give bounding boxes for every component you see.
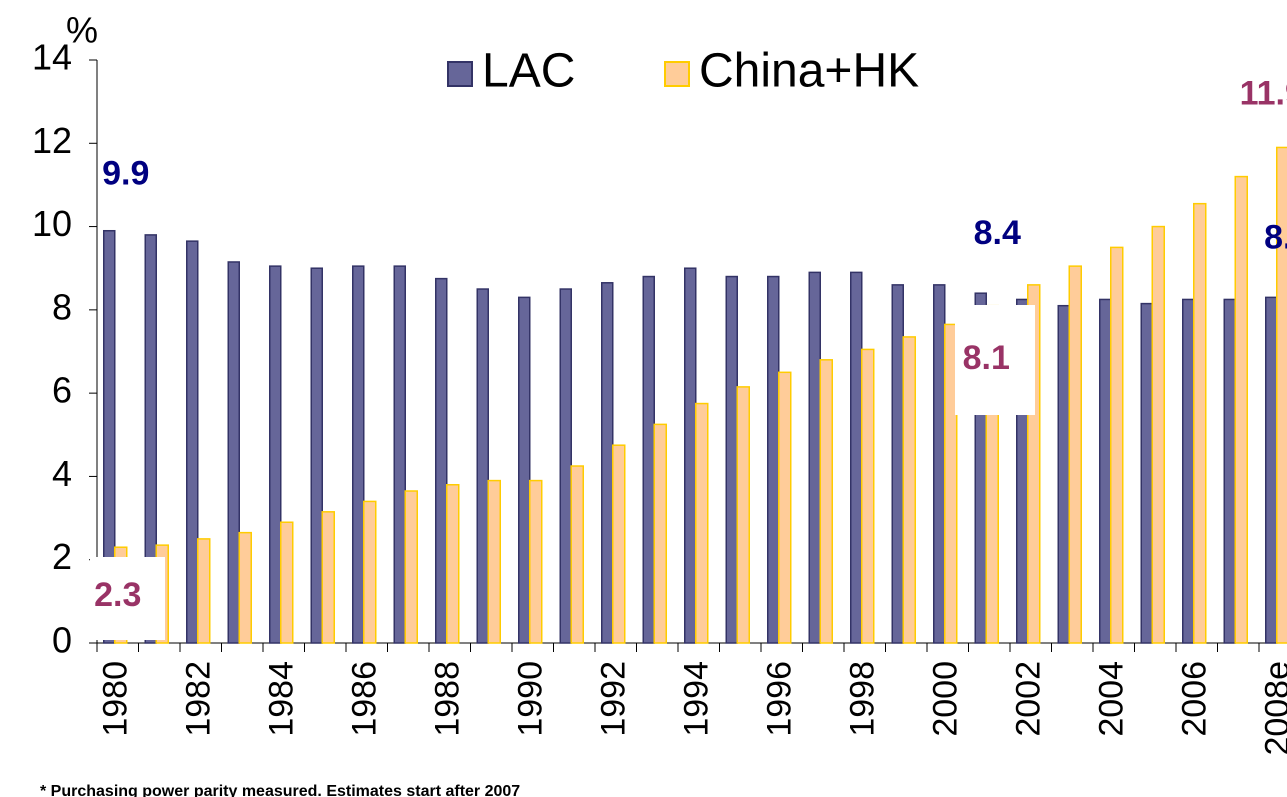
- bar: [404, 490, 418, 644]
- bar: [352, 265, 365, 644]
- bar: [819, 359, 833, 644]
- bar: [529, 479, 543, 644]
- bar: [476, 288, 489, 644]
- bar: [1182, 298, 1195, 644]
- bar: [1193, 202, 1207, 644]
- y-tick-label: 2: [52, 536, 72, 577]
- bar: [144, 234, 157, 644]
- bar: [850, 271, 863, 644]
- bar: [446, 484, 460, 644]
- x-tick-label: 2008e: [1259, 661, 1287, 756]
- bar: [1223, 298, 1236, 644]
- x-tick-label: 1984: [263, 661, 301, 737]
- bar: [684, 267, 697, 644]
- bar: [612, 444, 626, 644]
- bar: [861, 348, 875, 644]
- legend-swatch: [664, 61, 690, 87]
- bar: [1057, 304, 1070, 644]
- legend-label: LAC: [482, 45, 575, 98]
- bar: [1234, 175, 1248, 644]
- bar: [1276, 146, 1287, 644]
- bar: [487, 479, 501, 644]
- x-tick-label: 1994: [678, 661, 716, 737]
- bar: [1110, 246, 1124, 644]
- bar: [435, 277, 448, 644]
- bar: [1151, 225, 1165, 644]
- data-label: 11.9: [1240, 74, 1287, 112]
- x-tick-label: 1998: [844, 661, 882, 737]
- bar: [269, 265, 282, 644]
- y-tick-label: 0: [52, 620, 72, 661]
- x-tick-label: 1986: [346, 661, 384, 737]
- bar: [1265, 296, 1278, 644]
- x-tick-label: 1982: [180, 661, 218, 737]
- bar: [808, 271, 821, 644]
- bar: [653, 423, 667, 644]
- label-box: [955, 305, 1035, 415]
- data-label: 9.9: [102, 155, 149, 193]
- x-tick-label: 1990: [512, 661, 550, 737]
- bar: [197, 538, 211, 644]
- y-tick-label: 12: [32, 120, 72, 161]
- x-tick-label: 2002: [1010, 661, 1048, 737]
- label-box: [90, 557, 165, 640]
- y-tick-label: 14: [32, 37, 72, 78]
- data-label: 2.3: [94, 576, 141, 614]
- bar: [933, 284, 946, 644]
- bar: [767, 275, 780, 644]
- bar: [559, 288, 572, 644]
- data-label: 8.1: [963, 339, 1010, 377]
- bar: [227, 261, 240, 644]
- x-tick-label: 2000: [927, 661, 965, 737]
- x-tick-label: 2004: [1093, 661, 1131, 737]
- x-tick-label: 1992: [595, 661, 633, 737]
- bar: [725, 275, 738, 644]
- bar: [1068, 265, 1082, 644]
- x-tick-label: 1980: [97, 661, 135, 737]
- bar: [601, 282, 614, 644]
- bar: [642, 275, 655, 644]
- bar: [1140, 302, 1153, 644]
- data-label: 8.3: [1264, 218, 1287, 256]
- bar: [393, 265, 406, 644]
- legend-label: China+HK: [699, 45, 919, 98]
- bar: [902, 336, 916, 644]
- y-tick-label: 4: [52, 453, 72, 494]
- bar: [570, 465, 584, 644]
- x-tick-label: 1988: [429, 661, 467, 737]
- footnote: * Purchasing power parity measured. Esti…: [40, 783, 520, 797]
- y-tick-label: 10: [32, 203, 72, 244]
- bar: [103, 229, 116, 644]
- y-tick-label: 6: [52, 370, 72, 411]
- bar: [695, 402, 709, 644]
- bar: [238, 531, 252, 644]
- bar: [363, 500, 377, 644]
- bar: [944, 323, 958, 644]
- data-label: 8.4: [974, 214, 1021, 252]
- legend-swatch: [447, 61, 473, 87]
- x-tick-label: 2006: [1176, 661, 1214, 737]
- bar: [891, 284, 904, 644]
- bar: [736, 386, 750, 644]
- bar: [778, 371, 792, 644]
- x-tick-label: 1996: [761, 661, 799, 737]
- y-tick-label: 8: [52, 286, 72, 327]
- bar: [186, 240, 199, 644]
- bar: [518, 296, 531, 644]
- bar: [280, 521, 294, 644]
- y-unit: %: [66, 10, 98, 51]
- bar: [321, 511, 335, 644]
- bar: [310, 267, 323, 644]
- bar: [1099, 298, 1112, 644]
